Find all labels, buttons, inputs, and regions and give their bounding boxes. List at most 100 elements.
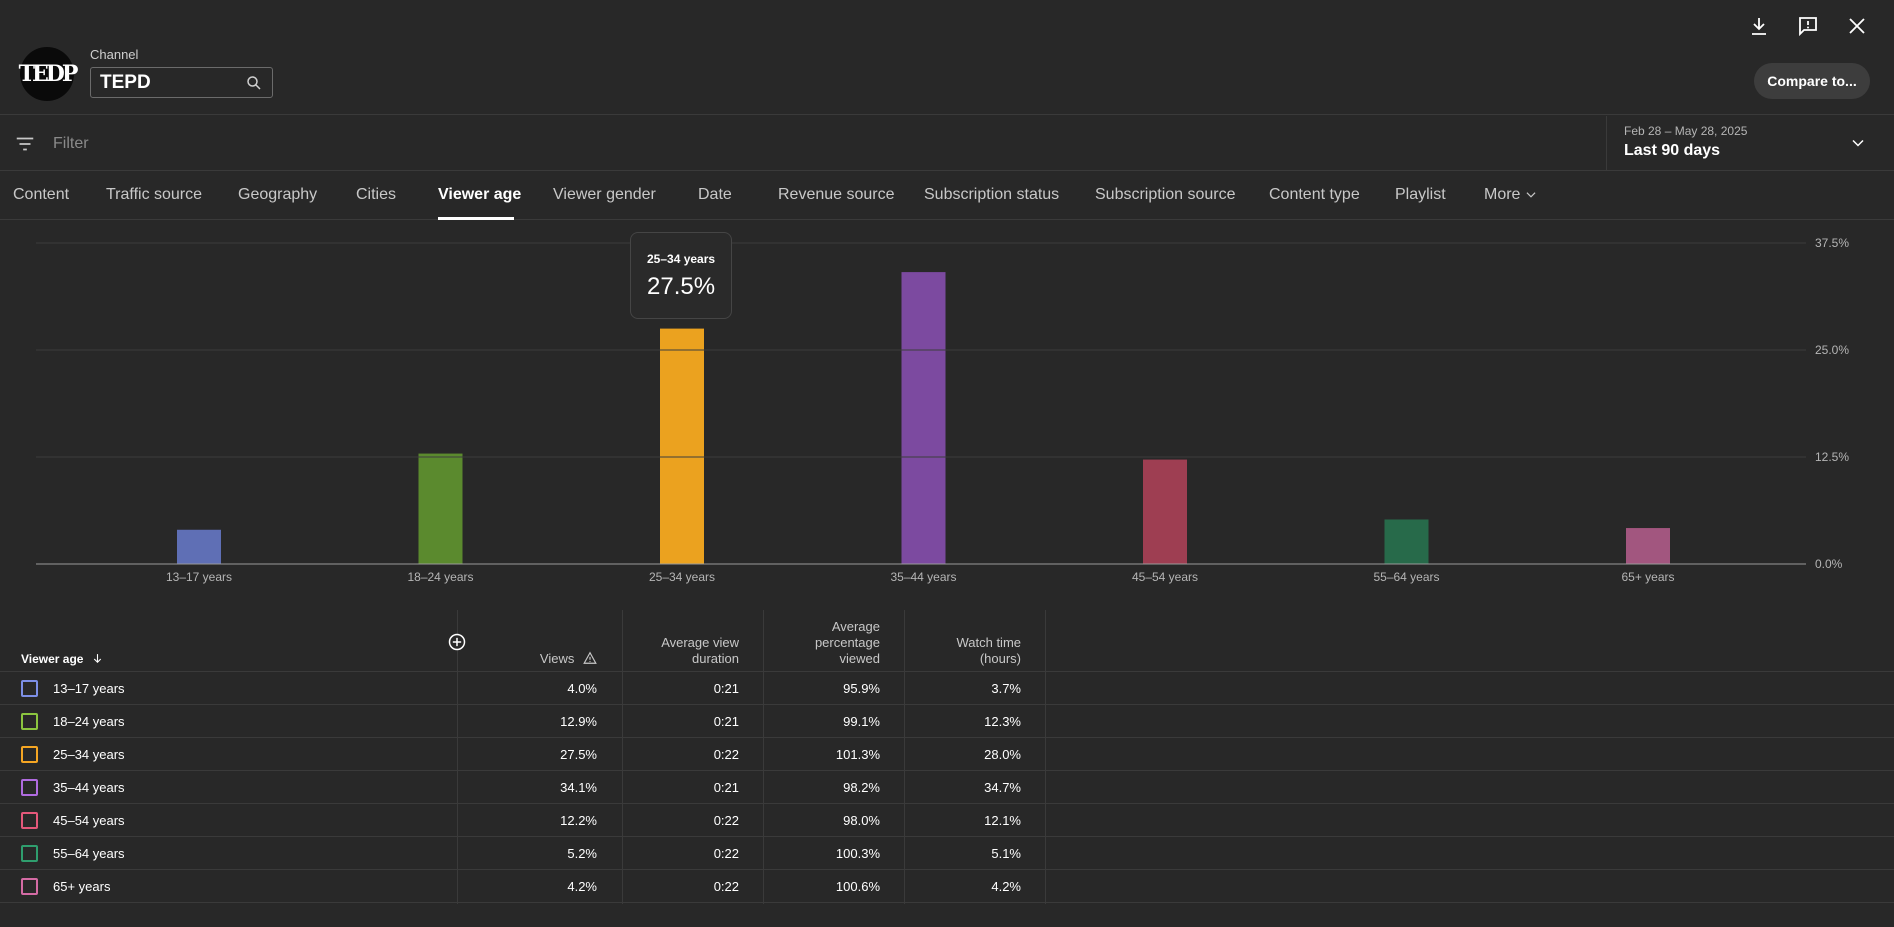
row-checkbox[interactable] [21,779,38,796]
tab-date[interactable]: Date [698,186,732,203]
header-views[interactable]: Views [540,651,597,667]
page-header: TEDP Channel TEPD Compare to... [0,0,1894,115]
cell-watch-time: 5.1% [991,846,1021,861]
cell-watch-time: 4.2% [991,879,1021,894]
header-avg-pct-line3: viewed [839,651,880,666]
table-row[interactable]: 35–44 years 34.1% 0:21 98.2% 34.7% [0,771,1894,804]
header-avg-percentage-viewed[interactable]: Average percentage viewed [815,619,880,667]
compare-button[interactable]: Compare to... [1754,63,1870,99]
chart-bar [1143,459,1187,564]
x-tick-label: 25–34 years [649,570,715,584]
x-tick-label: 65+ years [1621,570,1674,584]
header-watch-time-line2: (hours) [979,651,1021,666]
header-avg-pct-line1: Average [831,619,880,634]
table-row[interactable]: 13–17 years 4.0% 0:21 95.9% 3.7% [0,672,1894,705]
cell-avg-pct-viewed: 100.6% [835,879,880,894]
filter-input[interactable]: Filter [53,135,89,152]
tab-content[interactable]: Content [13,186,70,203]
tab-traffic-source[interactable]: Traffic source [106,186,203,203]
column-divider [457,610,458,904]
chart-bar [1626,528,1670,564]
tab-viewer-gender[interactable]: Viewer gender [553,186,656,203]
add-metric-icon[interactable] [447,632,467,652]
date-preset-text: Last 90 days [1624,142,1721,159]
table-row[interactable]: 18–24 years 12.9% 0:21 99.1% 12.3% [0,705,1894,738]
cell-views: 5.2% [567,846,597,861]
tab-content-type[interactable]: Content type [1269,186,1360,203]
channel-selector[interactable]: TEPD [90,67,273,98]
x-tick-label: 13–17 years [166,570,232,584]
cell-avg-pct-viewed: 101.3% [835,747,880,762]
row-checkbox[interactable] [21,878,38,895]
chart-bar [901,272,946,564]
row-label: 45–54 years [53,813,125,828]
cell-avg-view-duration: 0:22 [713,747,739,762]
row-label: 18–24 years [53,714,125,729]
row-divider [0,671,1894,672]
table-row[interactable]: 55–64 years 5.2% 0:22 100.3% 5.1% [0,837,1894,870]
filter-icon[interactable] [14,133,36,155]
cell-views: 34.1% [560,780,597,795]
date-range-text: Feb 28 – May 28, 2025 [1624,124,1748,138]
tab-viewer-age[interactable]: Viewer age [438,186,522,203]
tab-subscription-status[interactable]: Subscription status [924,186,1060,203]
cell-watch-time: 28.0% [984,747,1021,762]
row-divider [0,869,1894,870]
row-divider [0,803,1894,804]
y-tick-label: 12.5% [1815,450,1849,464]
row-divider [0,902,1894,903]
table-row[interactable]: 25–34 years 27.5% 0:22 101.3% 28.0% [0,738,1894,771]
channel-logo-text: TEDP [18,61,79,87]
row-checkbox[interactable] [21,713,38,730]
header-viewer-age-label: Viewer age [21,652,84,666]
cell-avg-pct-viewed: 99.1% [843,714,880,729]
header-avg-pct-line2: percentage [814,635,880,650]
header-watch-time[interactable]: Watch time (hours) [956,635,1021,667]
active-tab-indicator [438,217,514,220]
cell-views: 4.0% [567,681,597,696]
x-tick-label: 55–64 years [1373,570,1439,584]
table-row[interactable]: 65+ years 4.2% 0:22 100.6% 4.2% [0,870,1894,903]
channel-avatar[interactable]: TEDP [18,47,79,101]
tab-subscription-source[interactable]: Subscription source [1095,186,1236,203]
row-divider [0,737,1894,738]
cell-avg-pct-viewed: 95.9% [843,681,880,696]
cell-watch-time: 34.7% [984,780,1021,795]
y-tick-label: 37.5% [1815,236,1849,250]
cell-avg-view-duration: 0:22 [713,879,739,894]
date-range-selector[interactable]: Feb 28 – May 28, 2025 Last 90 days [1606,116,1894,171]
header-avg-view-duration-line2: duration [692,651,739,666]
table-row[interactable]: 45–54 years 12.2% 0:22 98.0% 12.1% [0,804,1894,837]
feedback-icon[interactable] [1796,14,1820,38]
header-viewer-age[interactable]: Viewer age [21,651,104,667]
cell-avg-pct-viewed: 98.2% [843,780,880,795]
tab-cities[interactable]: Cities [356,186,397,203]
header-views-label: Views [539,651,575,666]
column-divider [904,610,905,904]
channel-value: TEPD [100,71,151,93]
cell-watch-time: 12.3% [984,714,1021,729]
row-checkbox[interactable] [21,680,38,697]
search-icon[interactable] [245,74,263,92]
row-checkbox[interactable] [21,812,38,829]
cell-avg-view-duration: 0:21 [713,681,739,696]
row-label: 13–17 years [53,681,125,696]
header-watch-time-line1: Watch time [956,635,1021,650]
header-avg-view-duration[interactable]: Average view duration [661,635,739,667]
dimension-tabs: Content Traffic source Geography Cities … [0,172,1894,220]
tab-geography[interactable]: Geography [238,186,318,203]
tab-playlist[interactable]: Playlist [1395,186,1446,203]
row-checkbox[interactable] [21,746,38,763]
filter-bar: Filter Feb 28 – May 28, 2025 Last 90 day… [0,116,1894,171]
close-icon[interactable] [1845,14,1869,38]
cell-avg-pct-viewed: 100.3% [835,846,880,861]
tab-more[interactable]: More [1484,186,1538,204]
row-checkbox[interactable] [21,845,38,862]
cell-views: 27.5% [560,747,597,762]
download-icon[interactable] [1747,14,1771,38]
tab-revenue-source[interactable]: Revenue source [778,186,895,203]
sort-down-icon [93,654,101,664]
y-tick-label: 0.0% [1815,557,1843,571]
cell-avg-pct-viewed: 98.0% [843,813,880,828]
row-divider [0,770,1894,771]
